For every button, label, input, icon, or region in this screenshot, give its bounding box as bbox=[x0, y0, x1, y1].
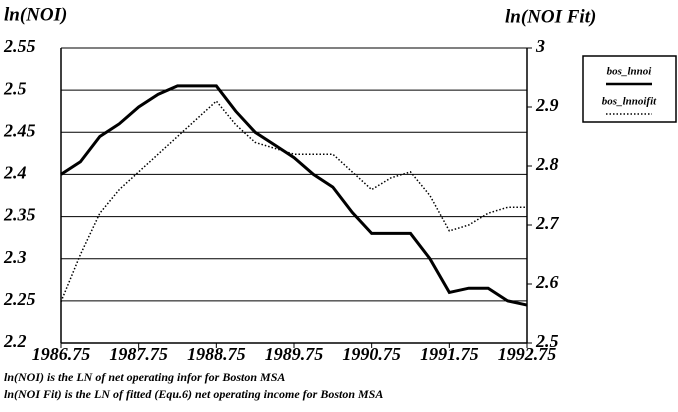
y-tick-label: 2.35 bbox=[3, 205, 36, 225]
series-line bbox=[60, 84, 528, 307]
y-tick-label: 2.2 bbox=[3, 331, 27, 351]
series-line bbox=[60, 100, 527, 302]
y2-tick-label: 2.6 bbox=[535, 272, 559, 292]
y2-tick-label: 2.9 bbox=[535, 95, 559, 115]
legend-box bbox=[582, 55, 677, 123]
y-tick-label: 2.4 bbox=[3, 163, 27, 183]
y-tick-label: 2.5 bbox=[3, 78, 27, 98]
x-tick-label: 1989.75 bbox=[265, 344, 324, 364]
x-tick-label: 1990.75 bbox=[342, 344, 401, 364]
y-tick-label: 2.3 bbox=[3, 247, 27, 267]
legend-label: bos_lnnoi bbox=[607, 66, 653, 78]
y-axis-label: ln(NOI) bbox=[4, 4, 67, 25]
note: ln(NOI) is the LN of net operating infor… bbox=[4, 370, 285, 384]
y-tick-label: 2.45 bbox=[3, 120, 36, 140]
legend-label: bos_lnnoifit bbox=[602, 96, 657, 108]
y2-tick-label: 2.7 bbox=[535, 213, 560, 233]
y2-tick-label: 2.5 bbox=[535, 331, 559, 351]
y2-axis-label: ln(NOI Fit) bbox=[505, 6, 596, 27]
y2-tick-label: 2.8 bbox=[535, 154, 559, 174]
x-tick-label: 1991.75 bbox=[420, 344, 479, 364]
x-tick-label: 1987.75 bbox=[109, 344, 168, 364]
x-tick-label: 1992.75 bbox=[498, 344, 557, 364]
y-tick-label: 2.25 bbox=[3, 289, 36, 309]
y-tick-label: 2.55 bbox=[3, 36, 36, 56]
x-tick-label: 1986.75 bbox=[32, 344, 91, 364]
x-tick-label: 1988.75 bbox=[187, 344, 246, 364]
note: ln(NOI Fit) is the LN of fitted (Equ.6) … bbox=[4, 387, 383, 401]
y2-tick-label: 3 bbox=[535, 36, 545, 56]
